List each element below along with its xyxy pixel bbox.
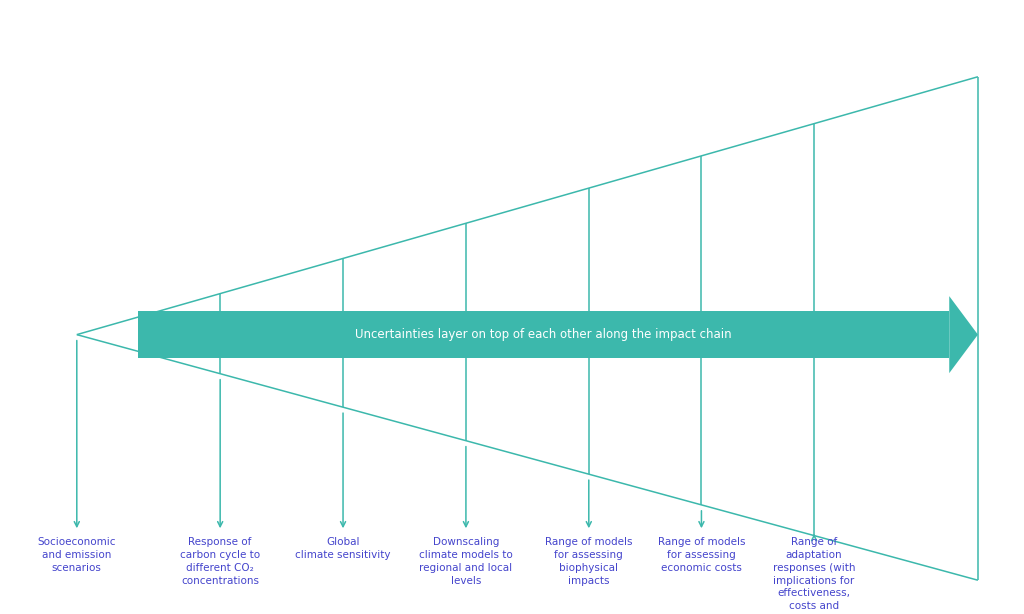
Text: Global
climate sensitivity: Global climate sensitivity <box>295 537 391 560</box>
Polygon shape <box>138 311 949 358</box>
Text: Response of
carbon cycle to
different CO₂
concentrations: Response of carbon cycle to different CO… <box>180 537 260 586</box>
Text: Downscaling
climate models to
regional and local
levels: Downscaling climate models to regional a… <box>419 537 513 586</box>
Text: Range of
adaptation
responses (with
implications for
effectiveness,
costs and
be: Range of adaptation responses (with impl… <box>773 537 855 614</box>
Text: Socioeconomic
and emission
scenarios: Socioeconomic and emission scenarios <box>38 537 116 573</box>
Polygon shape <box>949 296 978 373</box>
Text: Uncertainties layer on top of each other along the impact chain: Uncertainties layer on top of each other… <box>355 328 732 341</box>
Text: Range of models
for assessing
economic costs: Range of models for assessing economic c… <box>657 537 745 573</box>
Text: Range of models
for assessing
biophysical
impacts: Range of models for assessing biophysica… <box>545 537 633 586</box>
